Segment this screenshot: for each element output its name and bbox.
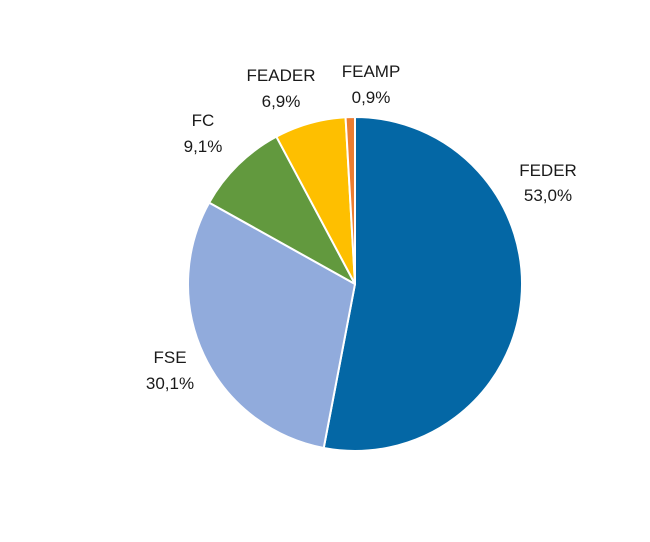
pie-labels: FEDER 53,0% FSE 30,1% FC 9,1% FEADER 6,9% FEAMP 0… (146, 62, 577, 393)
pie-slice-feder (322, 116, 523, 452)
slice-category-label-feader: FEADER (247, 66, 316, 85)
slice-value-label-feader: 6,9% (262, 92, 301, 111)
slice-category-label-feamp: FEAMP (342, 62, 401, 81)
slice-value-label-fse: 30,1% (146, 374, 194, 393)
pie-slice-feamp (344, 116, 356, 285)
slice-value-label-feamp: 0,9% (352, 88, 391, 107)
slice-category-label-fse: FSE (153, 348, 186, 367)
slice-category-label-feder: FEDER (519, 161, 577, 180)
pie-slice-fse (187, 201, 356, 450)
pie-slice-fc (208, 135, 356, 285)
slice-value-label-fc: 9,1% (184, 137, 223, 156)
slice-category-label-fc: FC (192, 111, 215, 130)
pie-slices (187, 116, 523, 452)
slice-value-label-feder: 53,0% (524, 186, 572, 205)
